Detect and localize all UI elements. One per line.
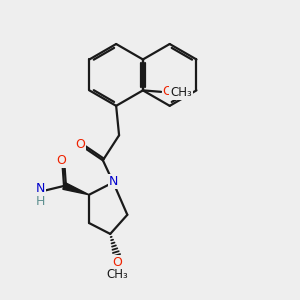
Text: N: N	[109, 175, 119, 188]
Text: O: O	[163, 85, 172, 98]
Text: O: O	[56, 154, 66, 166]
Text: O: O	[75, 138, 85, 151]
Text: N: N	[36, 182, 45, 195]
Text: CH₃: CH₃	[170, 86, 192, 99]
Text: H: H	[36, 195, 45, 208]
Text: CH₃: CH₃	[106, 268, 128, 281]
Text: O: O	[112, 256, 122, 269]
Polygon shape	[63, 183, 89, 195]
